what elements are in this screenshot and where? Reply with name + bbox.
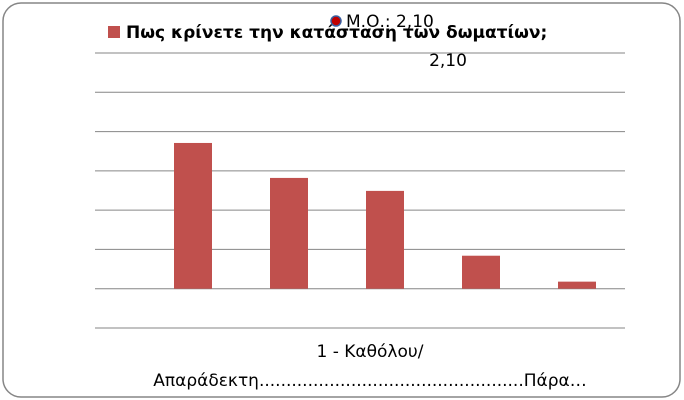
bar [366, 190, 404, 289]
legend-marker [330, 15, 342, 27]
bar [462, 255, 500, 289]
legend-label: Πως κρίνετε την κατάσταση των δωματίων; [126, 23, 547, 43]
x-tick-label: 1 - Καθόλου/Απαράδεκτη..................… [153, 342, 586, 391]
bar [270, 177, 308, 289]
data-label: 2,10 [429, 51, 467, 71]
legend-swatch [108, 26, 120, 38]
bar [558, 281, 596, 289]
bar [174, 142, 212, 289]
x-tick-label-line: Απαράδεκτη..............................… [153, 371, 586, 391]
x-tick-label-line: 1 - Καθόλου/ [317, 342, 424, 362]
legend-label: Μ.Ο.: 2,10 [346, 12, 434, 32]
